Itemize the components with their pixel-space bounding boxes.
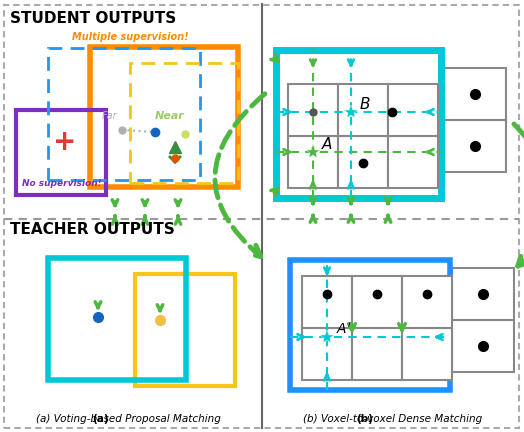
Text: (b): (b): [356, 414, 374, 424]
Bar: [388, 84, 438, 136]
Bar: [452, 268, 514, 320]
Bar: [352, 276, 402, 328]
Text: (a) Voting-based Proposal Matching: (a) Voting-based Proposal Matching: [36, 414, 221, 424]
Text: +: +: [53, 128, 77, 156]
Bar: [135, 274, 235, 386]
Bar: [302, 328, 352, 380]
Bar: [302, 276, 352, 328]
Bar: [48, 258, 186, 380]
Bar: [276, 50, 441, 198]
Text: No supervision!: No supervision!: [22, 179, 102, 188]
Bar: [288, 136, 338, 188]
Text: (a): (a): [92, 414, 108, 424]
Text: STUDENT OUTPUTS: STUDENT OUTPUTS: [10, 11, 176, 26]
Bar: [288, 84, 338, 136]
Bar: [290, 260, 450, 390]
Text: Far: Far: [102, 111, 118, 121]
Bar: [338, 136, 388, 188]
Text: $\mathit{B}$: $\mathit{B}$: [359, 96, 370, 112]
Text: $\mathit{A'}$: $\mathit{A'}$: [336, 322, 352, 337]
Bar: [352, 328, 402, 380]
Text: Near: Near: [155, 111, 185, 121]
Bar: [444, 68, 506, 120]
Text: (b) Voxel-to-voxel Dense Matching: (b) Voxel-to-voxel Dense Matching: [303, 414, 483, 424]
Bar: [16, 110, 106, 195]
Bar: [388, 136, 438, 188]
Bar: [90, 47, 238, 187]
Bar: [452, 320, 514, 372]
Bar: [130, 63, 238, 183]
Bar: [402, 276, 452, 328]
Bar: [48, 48, 200, 180]
Text: Multiple supervision!: Multiple supervision!: [72, 32, 188, 42]
Text: TEACHER OUTPUTS: TEACHER OUTPUTS: [10, 222, 174, 237]
Text: $\mathit{A}$: $\mathit{A}$: [321, 136, 333, 152]
Bar: [338, 84, 388, 136]
Bar: [402, 328, 452, 380]
Bar: [444, 120, 506, 172]
